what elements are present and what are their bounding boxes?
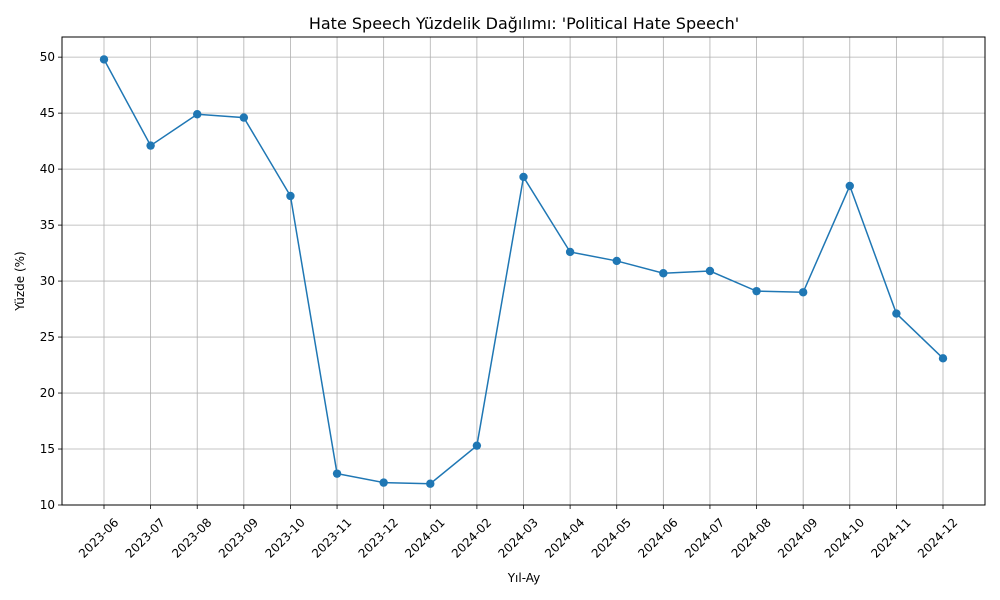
x-tick-label: 2024-06 [635, 515, 680, 560]
y-tick-label: 10 [40, 498, 55, 512]
x-tick-label: 2023-12 [356, 515, 401, 560]
x-tick-label: 2024-08 [729, 515, 774, 560]
data-point [705, 266, 715, 276]
x-tick-label: 2023-09 [216, 515, 261, 560]
data-point [565, 247, 575, 257]
data-point [426, 479, 435, 488]
x-tick-label: 2024-09 [775, 515, 820, 560]
x-tick-label: 2023-07 [123, 515, 168, 560]
y-tick-label: 40 [40, 162, 55, 176]
data-point [519, 172, 528, 182]
chart-title: Hate Speech Yüzdelik Dağılımı: 'Politica… [309, 14, 739, 33]
x-tick-label: 2023-06 [76, 515, 121, 560]
data-point [845, 181, 854, 191]
series-political-hate-speech [99, 55, 948, 488]
data-point [752, 286, 761, 296]
x-axis-label: Yıl-Ay [507, 571, 541, 585]
x-tick-label: 2024-07 [682, 515, 727, 560]
x-tick-label: 2023-11 [309, 515, 354, 560]
x-tick-label: 2024-11 [868, 515, 913, 560]
data-point [798, 288, 808, 297]
y-tick-label: 20 [40, 386, 55, 400]
data-point [239, 113, 249, 122]
x-tick-label: 2024-03 [495, 515, 540, 560]
y-tick-label: 25 [40, 330, 55, 344]
x-tick-label: 2024-10 [822, 515, 867, 560]
data-point [193, 110, 202, 119]
x-tick-label: 2023-08 [169, 515, 214, 560]
x-tick-label: 2024-05 [589, 515, 634, 560]
data-point [612, 256, 621, 266]
y-axis-ticks: 10 15 20 25 30 35 40 45 50 [40, 50, 62, 512]
y-tick-label: 15 [40, 442, 55, 456]
y-tick-label: 50 [40, 50, 55, 64]
data-point [332, 469, 342, 478]
x-axis-ticks: 2023-06 2023-07 2023-08 2023-09 2023-10 2023-… [76, 505, 960, 561]
y-tick-label: 45 [40, 106, 55, 120]
x-tick-label: 2023-10 [262, 515, 307, 560]
data-point [379, 478, 388, 487]
data-point [659, 269, 668, 278]
y-axis-label: Yüzde (%) [13, 251, 27, 311]
data-point [286, 191, 295, 201]
y-tick-label: 30 [40, 274, 55, 288]
x-tick-label: 2024-12 [915, 515, 960, 560]
data-point [938, 354, 948, 363]
data-point [892, 309, 901, 318]
grid [62, 37, 985, 506]
x-tick-label: 2024-02 [449, 515, 494, 560]
data-point [146, 141, 155, 150]
x-tick-label: 2024-04 [542, 515, 587, 560]
y-tick-label: 35 [40, 218, 55, 232]
x-tick-label: 2024-01 [402, 515, 447, 560]
data-point [472, 441, 482, 450]
data-point [99, 55, 109, 64]
